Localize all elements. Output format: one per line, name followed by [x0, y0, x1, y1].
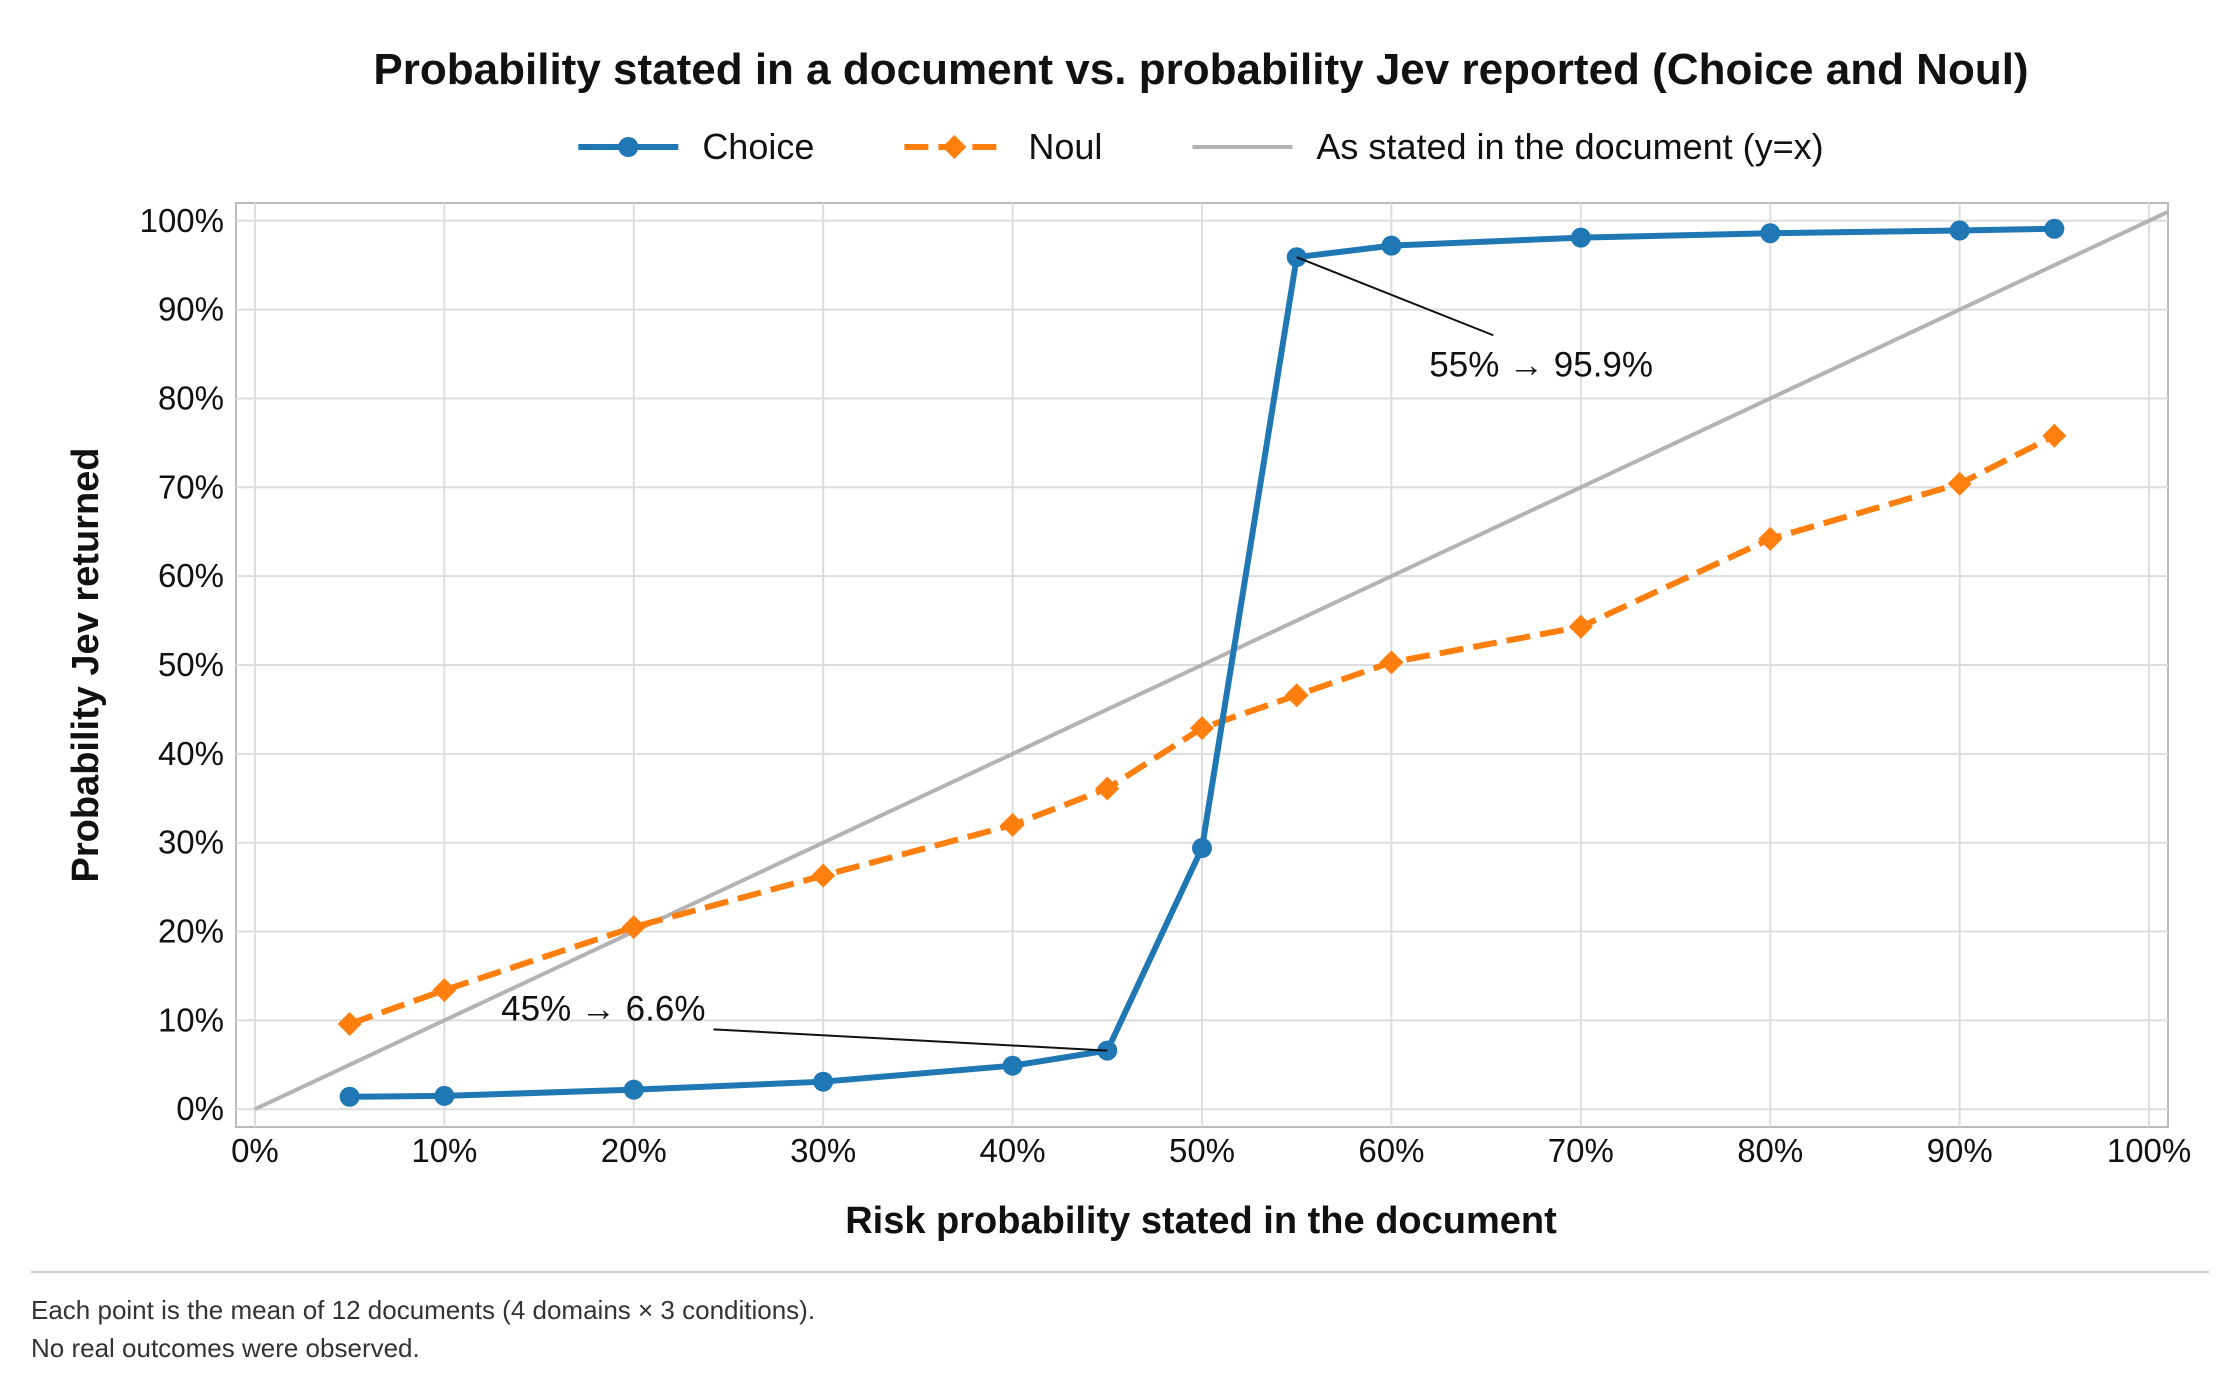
y-axis-ticks: 0% 10% 20% 30% 40% 50% 60% 70% 80% 90% 100%	[140, 202, 224, 1127]
annotation-text: 45% → 6.6%	[501, 989, 705, 1028]
data-point-noul	[1568, 614, 1593, 639]
x-tick-label: 100%	[2107, 1132, 2191, 1169]
x-tick-label: 40%	[980, 1132, 1046, 1169]
y-tick-label: 40%	[158, 735, 224, 772]
data-point-noul	[1758, 526, 1783, 551]
y-tick-label: 50%	[158, 646, 224, 683]
legend-label-noul: Noul	[1028, 126, 1102, 167]
footnote-line-1: Each point is the mean of 12 documents (…	[31, 1295, 816, 1325]
annotation-leader-line	[713, 1028, 1108, 1052]
data-point-choice	[339, 1086, 360, 1107]
series-choice	[339, 218, 2065, 1107]
footnote-line-2: No real outcomes were observed.	[31, 1333, 420, 1363]
legend-marker-noul	[942, 135, 967, 159]
y-tick-label: 30%	[158, 824, 224, 861]
legend-item-as-stated-in-the-document-y-x: As stated in the document (y=x)	[1192, 126, 1824, 167]
y-tick-label: 10%	[158, 1001, 224, 1038]
data-point-choice	[434, 1085, 455, 1106]
data-point-choice	[1570, 227, 1591, 248]
x-axis-ticks: 0% 10% 20% 30% 40% 50% 60% 70% 80% 90% 100%	[231, 1132, 2191, 1169]
data-point-choice	[1381, 235, 1402, 256]
data-point-choice	[813, 1071, 834, 1092]
series-line-as-stated-in-the-document-y-x	[254, 210, 2169, 1112]
series-layer	[254, 210, 2169, 1112]
data-point-noul	[1190, 716, 1214, 741]
legend-label-choice: Choice	[702, 126, 814, 167]
data-point-choice	[623, 1079, 644, 1100]
data-point-noul	[1000, 812, 1025, 837]
data-point-noul	[432, 978, 457, 1003]
chart-title: Probability stated in a document vs. pro…	[373, 45, 2028, 94]
annotation: 45% → 6.6%	[501, 989, 1108, 1052]
y-tick-label: 90%	[158, 291, 224, 328]
x-tick-label: 90%	[1927, 1132, 1993, 1169]
data-point-noul	[337, 1011, 362, 1036]
series-as-stated-in-the-document-y-x	[254, 210, 2169, 1112]
data-point-noul	[1379, 650, 1404, 675]
legend-item-noul: Noul	[904, 126, 1102, 167]
x-tick-label: 60%	[1358, 1132, 1424, 1169]
annotation-text: 55% → 95.9%	[1429, 345, 1653, 384]
annotation: 55% → 95.9%	[1296, 256, 1653, 384]
data-point-choice	[1002, 1055, 1023, 1076]
y-tick-label: 100%	[140, 202, 224, 239]
legend-marker-choice	[618, 137, 639, 157]
y-tick-label: 20%	[158, 913, 224, 950]
footnote-divider	[31, 1271, 2209, 1273]
x-tick-label: 0%	[231, 1132, 279, 1169]
data-point-noul	[1095, 776, 1120, 801]
x-axis-label: Risk probability stated in the document	[845, 1200, 1557, 1242]
data-point-choice	[1192, 838, 1212, 859]
x-tick-label: 50%	[1169, 1132, 1235, 1169]
annotations: 45% → 6.6% 55% → 95.9%	[501, 256, 1653, 1052]
legend-item-choice: Choice	[578, 126, 814, 167]
data-point-noul	[1947, 471, 1972, 496]
x-tick-label: 10%	[411, 1132, 477, 1169]
data-point-choice	[2044, 218, 2065, 239]
legend: Choice Noul As stated in the document (y=x…	[578, 126, 1824, 167]
y-axis-label: Probability Jev returned	[65, 447, 107, 882]
data-point-noul	[2042, 423, 2067, 448]
series-noul	[337, 423, 2067, 1036]
x-tick-label: 30%	[790, 1132, 856, 1169]
data-point-noul	[811, 863, 836, 888]
x-tick-label: 20%	[601, 1132, 667, 1169]
y-tick-label: 80%	[158, 379, 224, 416]
x-tick-label: 80%	[1737, 1132, 1803, 1169]
data-point-choice	[1949, 220, 1970, 241]
y-tick-label: 70%	[158, 468, 224, 505]
data-point-choice	[1760, 223, 1781, 244]
x-tick-label: 70%	[1548, 1132, 1614, 1169]
data-point-noul	[1284, 683, 1309, 708]
y-tick-label: 0%	[176, 1090, 224, 1127]
y-tick-label: 60%	[158, 557, 224, 594]
legend-label-as-stated-in-the-document-y-x: As stated in the document (y=x)	[1316, 126, 1823, 167]
annotation-leader-line	[1296, 256, 1494, 337]
data-point-noul	[621, 915, 646, 940]
